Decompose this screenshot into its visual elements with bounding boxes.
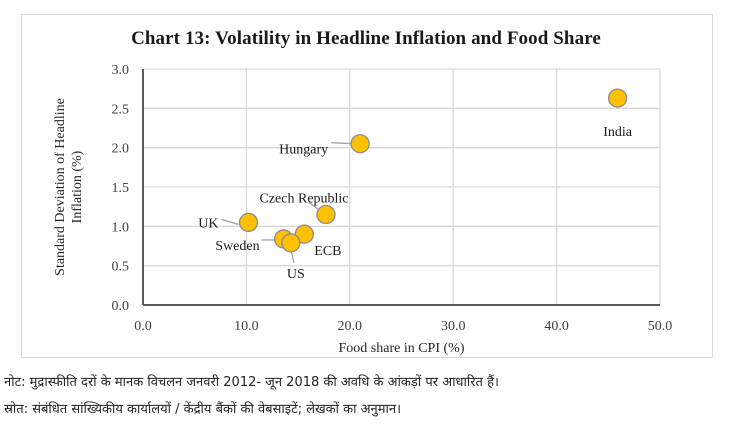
y-tick-label: 0.0 [112,299,130,314]
point-label: UK [198,216,218,231]
point-label: India [603,125,633,140]
y-tick-label: 2.5 [112,102,130,117]
point-label: Hungary [279,143,328,158]
data-point [350,134,370,154]
leader-line [331,142,353,145]
y-tick-label: 3.0 [112,63,130,78]
data-points [238,88,628,253]
data-point [238,212,259,233]
x-tick-label: 30.0 [441,319,466,334]
x-axis-title: Food share in CPI (%) [339,341,465,356]
y-axis-title: Standard Deviation of Headline Inflation… [53,98,85,276]
point-labels: UK Sweden US ECB Czech Republic Hungary India [198,125,633,282]
point-label: US [287,267,305,282]
point-label: Sweden [215,239,259,254]
footnote-source: स्रोत: संबंधित सांख्यिकीय कार्यालयों / क… [4,402,402,417]
x-tick-label: 20.0 [338,319,363,334]
x-tick-label: 40.0 [544,319,569,334]
footnote-note: नोट: मुद्रास्फीति दरों के मानक विचलन जनव… [4,375,499,390]
y-axis-title-line-1: Standard Deviation of Headline [53,98,68,276]
y-axis-title-line-2: Inflation (%) [70,150,85,223]
y-tick-label: 0.5 [112,260,130,275]
data-point [316,204,336,225]
chart-frame [21,14,713,358]
leader-line [221,218,239,226]
y-tick-label: 2.0 [112,142,130,157]
point-label: Czech Republic [260,192,349,207]
point-label: ECB [314,244,341,259]
x-tick-labels: 0.0 10.0 20.0 30.0 40.0 50.0 [134,319,672,334]
axes [142,69,660,306]
data-point [607,88,628,108]
x-tick-label: 50.0 [648,319,673,334]
x-tick-label: 0.0 [134,319,152,334]
y-tick-label: 1.5 [112,181,130,196]
data-point [281,233,301,253]
data-point [294,224,314,244]
y-tick-label: 1.0 [112,220,130,235]
x-tick-label: 10.0 [234,319,259,334]
chart-title: Chart 13: Volatility in Headline Inflati… [131,28,601,49]
y-tick-labels: 0.0 0.5 1.0 1.5 2.0 2.5 3.0 [112,63,130,314]
gridlines [143,68,661,305]
